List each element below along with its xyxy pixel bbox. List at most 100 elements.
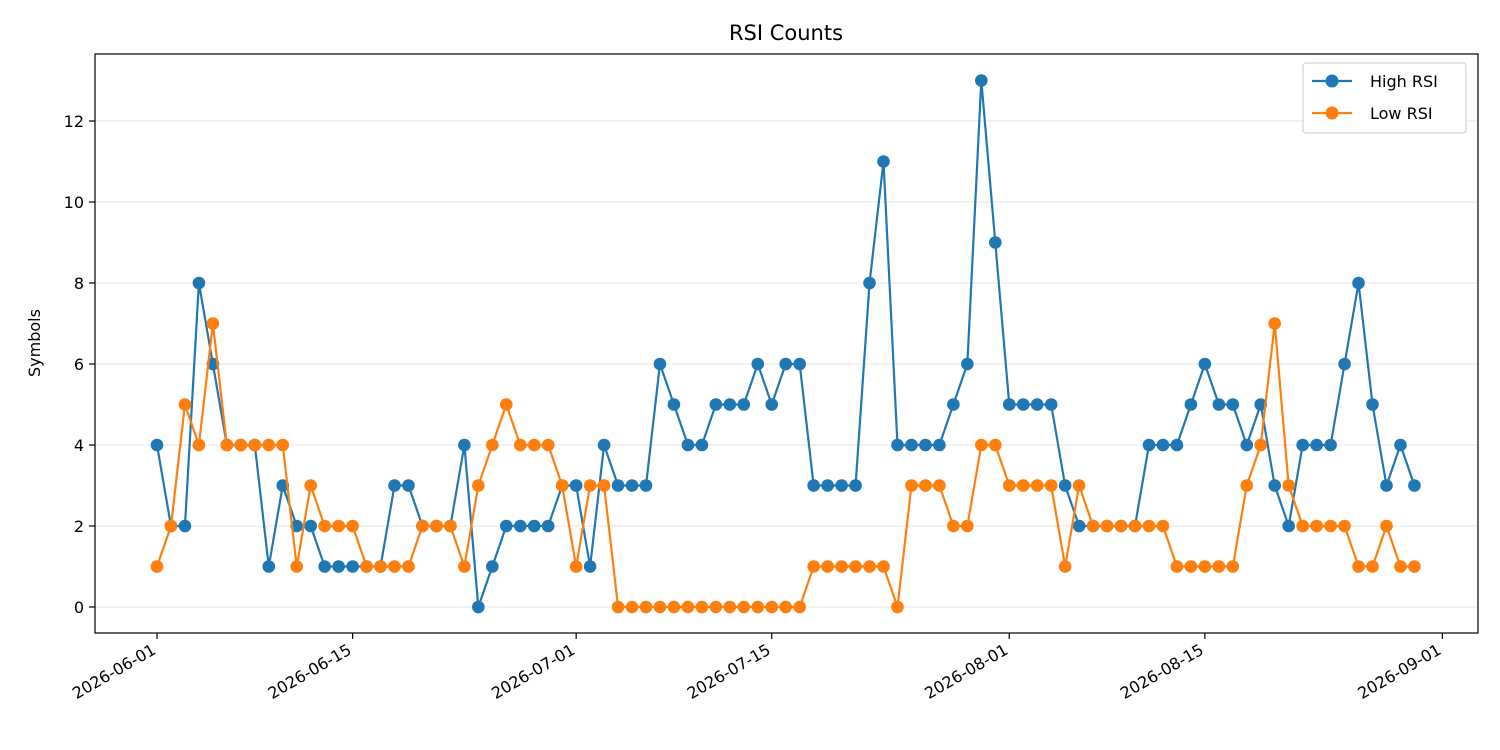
x-tick-label: 2026-07-15 [684,640,774,703]
high-rsi-point [1380,479,1393,492]
low-rsi-point [569,560,583,573]
low-rsi-point [1282,479,1295,492]
high-rsi-point [178,519,192,533]
y-tick-label: 6 [74,355,84,374]
low-rsi-point [527,438,541,452]
low-rsi-point [695,600,709,614]
high-rsi-point [1170,438,1184,452]
low-rsi-point [1366,560,1379,573]
high-rsi-point [737,398,751,411]
y-tick-label: 0 [74,598,84,617]
low-rsi-point [1044,479,1058,492]
high-rsi-point [388,479,401,492]
low-rsi-point [164,519,178,533]
high-rsi-point [1002,398,1016,411]
high-rsi-point [1072,519,1086,533]
low-rsi-point [877,560,890,573]
low-rsi-point [472,479,485,492]
high-rsi-point [1296,438,1309,452]
high-rsi-point [933,438,946,452]
low-rsi-point [667,600,681,614]
high-rsi-point [402,479,415,492]
high-rsi-point [1366,398,1379,411]
low-rsi-point [709,600,723,614]
high-rsi-point [583,560,597,573]
high-rsi-point [723,398,737,411]
low-rsi-point [1268,317,1282,330]
high-rsi-point [1030,398,1044,411]
low-rsi-point [1156,519,1170,533]
high-rsi-point [1268,479,1282,492]
high-rsi-point [346,560,359,573]
low-rsi-point [360,560,373,573]
high-rsi-point [905,438,918,452]
high-rsi-point [1058,479,1072,492]
high-rsi-point [891,438,904,452]
low-rsi-point [1212,560,1226,573]
high-rsi-point [458,438,471,452]
low-rsi-point [318,519,331,533]
high-rsi-point [793,357,806,371]
low-rsi-point [988,438,1002,452]
high-rsi-point [919,438,932,452]
low-rsi-point [611,600,625,614]
legend-low-rsi-label: Low RSI [1370,104,1433,123]
low-rsi-point [1142,519,1156,533]
series-layer [150,74,1421,614]
high-rsi-point [332,560,345,573]
low-rsi-point [737,600,751,614]
plot-frame [94,53,1479,634]
low-rsi-point [1408,560,1421,573]
x-axis: 2026-06-01 2026-06-15 2026-07-01 2026-07-15… [69,633,1444,703]
low-rsi-point [821,560,834,573]
high-rsi-point [807,479,820,492]
high-rsi-point [877,155,890,168]
series-low-rsi [150,317,1421,614]
high-rsi-point [863,276,876,290]
low-rsi-point [1394,560,1407,573]
low-rsi-point [1002,479,1016,492]
low-rsi-point [793,600,806,614]
high-rsi-point [290,519,304,533]
low-rsi-point [1100,519,1114,533]
high-rsi-point [1352,276,1365,290]
low-rsi-point [1240,479,1254,492]
low-rsi-point [220,438,234,452]
low-rsi-point [639,600,653,614]
low-rsi-point [541,438,555,452]
high-rsi-point [639,479,653,492]
low-rsi-point [1058,560,1072,573]
low-rsi-point [486,438,499,452]
high-rsi-point [499,519,513,533]
high-rsi-point [681,438,695,452]
low-rsi-point [779,600,793,614]
high-rsi-point [695,438,709,452]
low-rsi-point [681,600,695,614]
low-rsi-point [1170,560,1184,573]
low-rsi-point [975,438,988,452]
high-rsi-point [1142,438,1156,452]
high-rsi-point [541,519,555,533]
low-rsi-point [807,560,820,573]
low-rsi-point [150,560,164,573]
low-rsi-point [1254,438,1268,452]
x-tick-label: 2026-08-01 [921,640,1011,703]
low-rsi-point [863,560,876,573]
high-rsi-point [1044,398,1058,411]
low-rsi-point [961,519,974,533]
high-rsi-point [513,519,527,533]
legend-high-rsi-label: High RSI [1370,72,1438,91]
y-tick-label: 10 [64,193,84,212]
low-rsi-point [1226,560,1240,573]
high-rsi-point [1408,479,1421,492]
low-rsi-point [1296,519,1309,533]
high-rsi-point [1226,398,1240,411]
low-rsi-point [1352,560,1365,573]
high-rsi-point [1254,398,1268,411]
x-tick-label: 2026-07-01 [488,640,578,703]
low-rsi-point [723,600,737,614]
low-rsi-point [416,519,429,533]
low-rsi-point [555,479,569,492]
low-rsi-point [1072,479,1086,492]
